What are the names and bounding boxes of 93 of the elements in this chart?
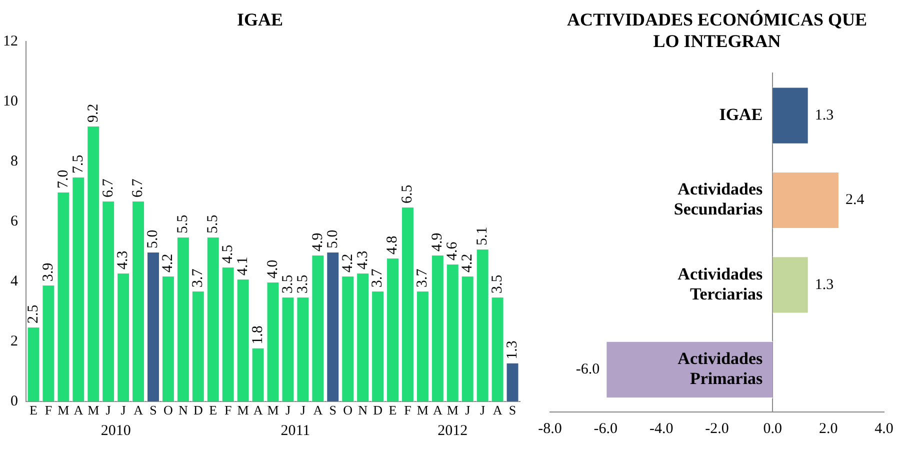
x-tick-label: N — [358, 402, 368, 418]
x-tick-label: F — [224, 402, 232, 418]
data-label: 6.7 — [130, 178, 146, 198]
x-tick-label: E — [209, 402, 218, 418]
data-label: 3.9 — [40, 262, 56, 282]
x-tick-label: -2.0 — [705, 420, 729, 437]
x-tick-label: -6.0 — [594, 420, 618, 437]
x-tick-label: O — [343, 402, 353, 418]
data-label: 7.0 — [55, 170, 72, 189]
x-tick-label: A — [313, 402, 324, 418]
data-label: 5.5 — [175, 214, 192, 234]
x-tick-label: D — [373, 402, 382, 418]
x-tick-label: 4.0 — [874, 420, 894, 437]
data-label: 1.3 — [814, 276, 834, 293]
data-label: 3.5 — [294, 274, 311, 294]
data-label: 4.0 — [264, 260, 281, 278]
data-label: 4.2 — [460, 254, 476, 272]
data-label: 5.0 — [324, 230, 341, 248]
data-label: 4.1 — [235, 256, 251, 276]
data-label: 4.9 — [310, 232, 326, 252]
data-label: 4.2 — [160, 254, 176, 272]
x-tick-label: E — [30, 402, 38, 418]
data-label: 2.5 — [25, 304, 42, 324]
text: 2011 — [280, 422, 310, 439]
x-tick-label: 2.0 — [818, 420, 838, 437]
y-tick-label: 8 — [10, 153, 18, 170]
y-tick-label: IGAE — [719, 104, 763, 124]
x-tick-label: -8.0 — [538, 420, 562, 437]
x-tick-label: J — [285, 402, 290, 418]
y-tick-label: 10 — [3, 94, 18, 110]
y-tick-label: 4 — [10, 273, 18, 290]
data-label: 3.7 — [190, 268, 206, 288]
data-label: 4.3 — [354, 250, 371, 270]
x-tick-label: A — [253, 402, 264, 418]
x-tick-label: M — [416, 402, 429, 418]
data-label: 4.2 — [340, 254, 356, 272]
x-tick-label: J — [106, 402, 111, 418]
data-label: 7.5 — [70, 154, 86, 174]
data-label: 5.1 — [474, 226, 491, 246]
x-tick-label: J — [120, 402, 126, 418]
data-label: 4.9 — [430, 232, 446, 252]
y-tick-label: Actividades Secundarias — [674, 180, 764, 219]
x-tick-label: F — [44, 402, 52, 418]
x-tick-label: A — [134, 402, 144, 418]
x-tick-label: J — [465, 402, 470, 418]
data-label: 4.6 — [444, 241, 461, 260]
x-tick-label: -4.0 — [649, 420, 674, 437]
chart-title: ACTIVIDADES ECONÓMICAS QUE LO INTEGRAN — [566, 9, 868, 52]
x-tick-label: A — [74, 402, 84, 418]
y-tick-label: 0 — [10, 393, 18, 410]
y-tick-label: 12 — [3, 34, 18, 50]
data-label: 1.3 — [814, 107, 834, 124]
data-label: 6.5 — [400, 184, 416, 204]
data-label: 3.5 — [280, 274, 296, 294]
text: 2012 — [438, 422, 468, 439]
text: 2010 — [100, 422, 131, 439]
data-label: 3.7 — [414, 268, 431, 288]
y-tick-label: Actividades Terciarias — [678, 264, 764, 304]
data-label: 6.7 — [100, 178, 116, 198]
x-tick-label: 0.0 — [763, 420, 782, 437]
data-label: 2.4 — [845, 192, 865, 208]
x-tick-label: M — [267, 402, 280, 418]
data-label: 3.7 — [370, 268, 386, 288]
x-tick-label: D — [193, 402, 203, 418]
data-label: 5.5 — [205, 214, 222, 234]
data-label: 5.0 — [145, 230, 162, 248]
x-tick-label: O — [164, 402, 173, 418]
data-label: 4.5 — [220, 244, 236, 264]
data-label: 9.2 — [85, 104, 102, 123]
data-label: -6.0 — [576, 362, 600, 378]
data-label: 4.3 — [115, 250, 132, 270]
x-tick-label: J — [480, 402, 486, 418]
x-tick-label: A — [432, 402, 443, 418]
x-tick-label: E — [388, 402, 397, 418]
data-label: 1.3 — [504, 340, 520, 360]
data-label: 4.8 — [384, 236, 401, 254]
x-tick-label: F — [404, 402, 412, 418]
y-tick-label: 2 — [10, 333, 18, 350]
chart-title: IGAE — [236, 9, 284, 30]
x-tick-label: J — [300, 402, 306, 418]
y-tick-label: 6 — [10, 213, 18, 230]
x-tick-label: S — [150, 402, 157, 418]
x-tick-label: S — [508, 402, 516, 418]
x-tick-label: M — [446, 402, 459, 418]
y-tick-label: Actividades Primarias — [678, 349, 764, 388]
data-label: 1.8 — [250, 326, 266, 344]
x-tick-label: S — [329, 402, 336, 418]
x-tick-label: M — [58, 402, 70, 418]
x-tick-label: A — [492, 402, 503, 418]
x-tick-label: N — [178, 402, 188, 418]
data-label: 3.5 — [489, 274, 506, 294]
x-tick-label: M — [88, 402, 100, 418]
x-tick-label: M — [237, 402, 250, 418]
